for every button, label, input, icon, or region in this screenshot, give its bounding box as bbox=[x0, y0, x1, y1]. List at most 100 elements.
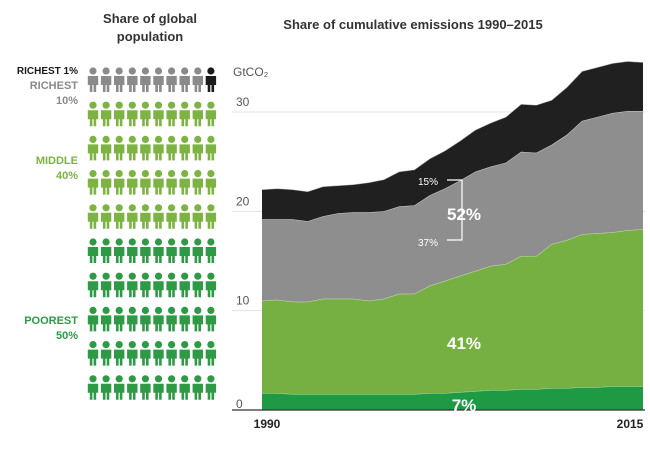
person-icon bbox=[114, 204, 125, 229]
person-icon bbox=[153, 306, 164, 332]
person-icon bbox=[140, 204, 151, 229]
person-icon bbox=[100, 238, 112, 263]
label-richest-1: RICHEST 1% bbox=[17, 66, 78, 77]
person-icon bbox=[140, 272, 151, 298]
person-icon bbox=[179, 272, 190, 298]
person-icon bbox=[179, 238, 190, 263]
area-edge-richest1 bbox=[261, 60, 644, 193]
person-icon bbox=[192, 101, 203, 127]
person-icon bbox=[179, 375, 190, 400]
person-icon bbox=[127, 272, 138, 298]
person-icon bbox=[205, 238, 217, 263]
person-icon bbox=[153, 272, 164, 298]
person-icon bbox=[114, 101, 125, 127]
area-poorest bbox=[262, 386, 643, 410]
person-icon bbox=[153, 101, 164, 127]
person-icon bbox=[127, 101, 138, 127]
person-icon bbox=[140, 170, 151, 195]
person-icon bbox=[100, 272, 112, 298]
person-icon bbox=[179, 204, 190, 229]
y-tick-label: 20 bbox=[236, 194, 250, 208]
annotation-bracket bbox=[447, 179, 463, 241]
person-icon bbox=[153, 67, 164, 92]
person-icon bbox=[100, 204, 112, 229]
person-icon bbox=[192, 341, 203, 366]
label-poorest-line2: 50% bbox=[56, 330, 78, 342]
person-icon bbox=[87, 306, 99, 332]
label-middle-line1: MIDDLE bbox=[36, 155, 78, 167]
person-icon bbox=[140, 375, 151, 400]
person-icon bbox=[205, 67, 217, 92]
person-icon bbox=[166, 375, 177, 400]
y-axis-unit: GtCO₂ bbox=[233, 65, 269, 79]
area-richest1 bbox=[262, 61, 643, 222]
person-icon bbox=[192, 306, 203, 332]
person-icon bbox=[114, 238, 125, 263]
person-icon bbox=[127, 135, 138, 161]
people-grid bbox=[87, 67, 217, 400]
annotation-richest-10: 37% bbox=[418, 238, 438, 249]
person-icon bbox=[114, 67, 125, 92]
person-icon bbox=[205, 170, 217, 195]
person-icon bbox=[140, 101, 151, 127]
person-icon bbox=[140, 135, 151, 161]
person-icon bbox=[192, 375, 203, 400]
person-icon bbox=[87, 67, 99, 92]
person-icon bbox=[114, 341, 125, 366]
person-icon bbox=[127, 204, 138, 229]
annotation-richest-total: 52% bbox=[447, 205, 481, 224]
person-icon bbox=[87, 170, 99, 195]
y-tick-label: 30 bbox=[236, 95, 250, 109]
population-title-line2: population bbox=[117, 29, 183, 44]
person-icon bbox=[153, 204, 164, 229]
person-icon bbox=[192, 67, 203, 92]
person-icon bbox=[127, 238, 138, 263]
person-icon bbox=[114, 272, 125, 298]
person-icon bbox=[179, 135, 190, 161]
person-icon bbox=[100, 135, 112, 161]
area-richest10 bbox=[262, 111, 643, 302]
person-icon bbox=[87, 204, 99, 229]
person-icon bbox=[166, 135, 177, 161]
y-tick-label: 10 bbox=[236, 294, 250, 308]
person-icon bbox=[100, 101, 112, 127]
person-icon bbox=[114, 306, 125, 332]
chart-title: Share of cumulative emissions 1990–2015 bbox=[283, 17, 542, 32]
person-icon bbox=[153, 135, 164, 161]
person-icon bbox=[166, 306, 177, 332]
person-icon bbox=[153, 238, 164, 263]
person-icon bbox=[179, 170, 190, 195]
person-icon bbox=[127, 341, 138, 366]
person-icon bbox=[87, 375, 99, 400]
person-icon bbox=[87, 341, 99, 366]
person-icon bbox=[140, 341, 151, 366]
person-icon bbox=[87, 135, 99, 161]
area-middle bbox=[262, 229, 643, 395]
person-icon bbox=[179, 306, 190, 332]
person-icon bbox=[100, 67, 112, 92]
person-icon bbox=[127, 306, 138, 332]
label-richest-10-line2: 10% bbox=[56, 95, 78, 107]
person-icon bbox=[205, 101, 217, 127]
annotation-richest-1: 15% bbox=[418, 177, 438, 188]
person-icon bbox=[205, 375, 217, 400]
x-tick-1990: 1990 bbox=[254, 417, 281, 431]
area-series bbox=[261, 60, 644, 410]
person-icon bbox=[100, 306, 112, 332]
label-richest-10-line1: RICHEST bbox=[30, 80, 79, 92]
person-icon bbox=[192, 238, 203, 263]
person-icon bbox=[192, 272, 203, 298]
person-icon bbox=[166, 67, 177, 92]
annotation-poorest: 7% bbox=[452, 396, 477, 415]
person-icon bbox=[166, 272, 177, 298]
person-icon bbox=[127, 170, 138, 195]
person-icon bbox=[114, 170, 125, 195]
person-icon bbox=[153, 170, 164, 195]
person-icon bbox=[205, 135, 217, 161]
person-icon bbox=[87, 101, 99, 127]
person-icon bbox=[100, 375, 112, 400]
person-icon bbox=[166, 341, 177, 366]
label-middle-line2: 40% bbox=[56, 170, 78, 182]
